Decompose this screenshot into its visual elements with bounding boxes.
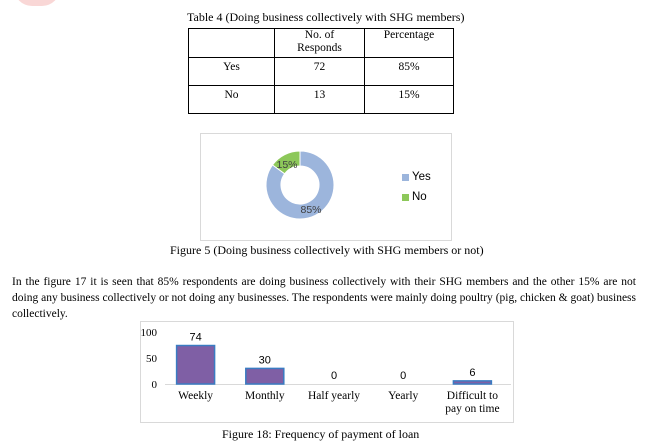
bar-chart-svg: 0 50 100 74 Weekly 30 Monthly 0 Half yearly 0 Year… <box>141 327 511 415</box>
table4-header-count: No. of Responds <box>274 28 365 58</box>
bar-data-label: 30 <box>259 354 271 366</box>
table4-header-percent: Percentage <box>364 28 454 58</box>
donut-chart-svg: 15% 85% <box>265 150 335 220</box>
x-tick-label: Monthly <box>245 390 285 402</box>
bar-data-label: 0 <box>400 370 406 382</box>
legend-item-yes: Yes <box>402 171 431 183</box>
x-tick-label: Difficult to <box>447 390 498 402</box>
table4-cell-label: No <box>188 85 275 114</box>
y-tick-label: 100 <box>141 327 158 339</box>
table4: No. of Responds Percentage Yes 72 85% No… <box>188 28 454 114</box>
figure5-caption: Figure 5 (Doing business collectively wi… <box>170 243 484 257</box>
legend-label-yes: Yes <box>412 171 431 183</box>
donut-slice-yes <box>265 150 335 220</box>
donut-data-label-no: 15% <box>276 159 297 171</box>
legend-label-no: No <box>412 191 427 203</box>
bar-data-label: 74 <box>189 332 201 344</box>
table4-header-count-line1: No. of <box>304 29 335 41</box>
table4-header-count-line2: Responds <box>297 42 342 54</box>
x-tick-label: Yearly <box>388 390 418 402</box>
table4-cell-label: Yes <box>188 57 275 86</box>
table4-header-blank <box>188 28 275 58</box>
table4-header-row: No. of Responds Percentage <box>188 28 454 58</box>
table4-cell-percent: 85% <box>364 57 454 86</box>
donut-data-label-yes: 85% <box>300 204 321 216</box>
x-tick-label: Weekly <box>178 390 213 402</box>
legend-item-no: No <box>402 191 427 203</box>
body-paragraph: In the figure 17 it is seen that 85% res… <box>12 276 636 320</box>
x-tick-label: pay on time <box>445 403 499 415</box>
figure5-chart: 15% 85% Yes No <box>200 133 452 241</box>
legend-swatch-no <box>402 193 409 201</box>
x-tick-label: Half yearly <box>308 390 360 402</box>
bar-1 <box>175 344 216 385</box>
y-tick-label: 50 <box>146 353 158 365</box>
figure18-caption: Figure 18: Frequency of payment of loan <box>222 427 420 441</box>
bar-data-label: 0 <box>331 370 337 382</box>
logo-fragment <box>14 0 60 6</box>
table-row: Yes 72 85% <box>188 57 454 86</box>
legend-swatch-yes <box>402 173 409 181</box>
bar-2 <box>245 367 285 385</box>
figure18-chart: 0 50 100 74 Weekly 30 Monthly 0 Half yearly 0 Year… <box>140 321 514 423</box>
table4-caption: Table 4 (Doing business collectively wit… <box>187 10 465 24</box>
table4-cell-count: 72 <box>274 57 365 86</box>
bar-data-label: 6 <box>469 367 475 379</box>
table-row: No 13 15% <box>188 85 454 114</box>
y-tick-label: 0 <box>152 379 158 391</box>
table4-cell-percent: 15% <box>364 85 454 114</box>
bar-5 <box>452 380 493 385</box>
table4-cell-count: 13 <box>274 85 365 114</box>
